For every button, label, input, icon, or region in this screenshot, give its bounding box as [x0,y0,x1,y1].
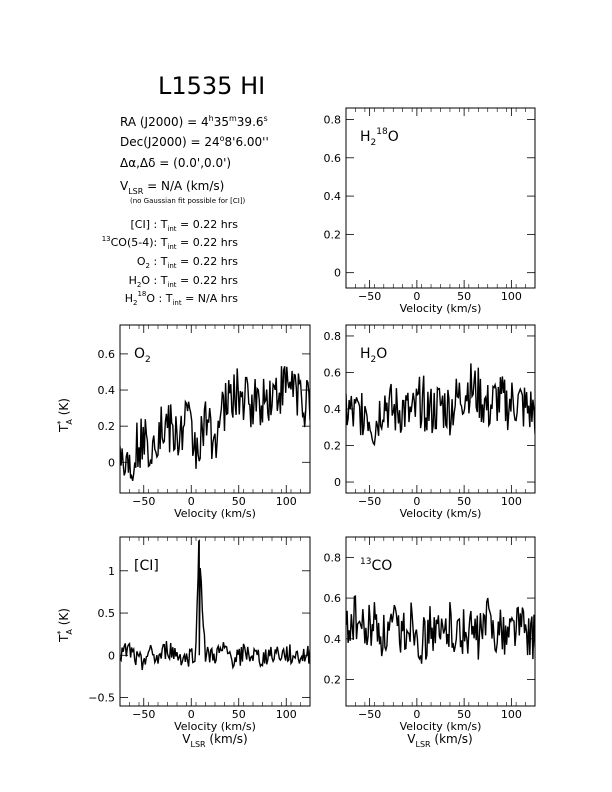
y-tick-label: 0.2 [324,228,342,241]
x-tick-label: 50 [232,495,246,508]
species-label: O2 [134,346,151,365]
tint-lines: [CI] : Tint = 0.22 hrs 13CO(5-4): Tint =… [102,218,239,307]
panel-h2o: −50 0 50 100 0 0.2 0.4 0.6 0.8 Velocity (km/s) H2O [324,324,536,520]
dec-line: Dec(J2000) = 24o8'6.00'' [120,134,269,149]
x-tick-label: 50 [232,708,246,721]
species-label: 13CO [360,557,392,574]
figure-title: L1535 HI [158,72,265,100]
panel-h218o: −50 0 50 100 0 0.2 0.4 0.6 0.8 Velocity (km/s) H21… [324,107,536,315]
x-tick-label: −50 [358,290,381,303]
vlsr-line: VLSR = N/A (km/s) [120,179,224,196]
x-tick-label: 0 [413,495,420,508]
y-tick-label: 0.2 [324,674,342,687]
x-tick-label: 0 [188,495,195,508]
spectrum-line [346,363,535,447]
x-axis-label: Velocity (km/s) [400,507,482,520]
x-axis-label-2: VLSR (km/s) [182,732,247,749]
y-tick-label: 0.8 [324,551,342,564]
x-tick-label: 100 [501,708,522,721]
y-tick-label: 1 [108,565,115,578]
y-tick-label: 0.4 [324,190,342,203]
x-tick-label: 100 [501,290,522,303]
y-tick-label: 0.8 [324,330,342,343]
x-axis-label: Velocity (km/s) [174,507,256,520]
tint-line-o2: O2 : Tint = 0.22 hrs [137,255,238,270]
y-tick-label: 0.4 [324,633,342,646]
y-tick-label: 0.5 [98,607,116,620]
x-axis-label: Velocity (km/s) [400,302,482,315]
y-tick-label: 0 [108,456,115,469]
x-tick-label: −50 [358,708,381,721]
y-tick-label: 0.6 [324,152,342,165]
species-label: H218O [360,127,399,148]
spectrum-line [346,595,535,664]
tint-line-h2o: H2O : Tint = 0.22 hrs [129,274,239,289]
y-tick-label: 0.6 [98,348,116,361]
y-tick-label: 0 [334,267,341,280]
spectrum-line [120,539,310,671]
x-tick-label: −50 [132,495,155,508]
y-tick-label: 0.6 [324,592,342,605]
spectrum-line [120,366,310,481]
plot-frame [345,107,536,289]
ra-line: RA (J2000) = 4h35m39.6s [120,114,268,129]
info-block: RA (J2000) = 4h35m39.6s Dec(J2000) = 24o… [120,114,269,205]
panel-13co: −50 0 50 100 0.2 0.4 0.6 0.8 Velocity (km/s)VLSR… [324,536,536,749]
panel-o2: −50 0 50 100 0 0.2 0.4 0.6 Velocity (km/s) T*A (K… [56,324,311,520]
x-axis-label: Velocity (km/s) [400,720,482,733]
species-label: [CI] [134,558,159,574]
x-tick-label: 0 [413,290,420,303]
y-tick-label: 0.8 [324,113,342,126]
tint-line-ci: [CI] : Tint = 0.22 hrs [130,218,238,233]
x-tick-label: 100 [276,708,297,721]
y-tick-label: −0.5 [88,692,115,705]
x-axis-label-2: VLSR (km/s) [407,732,472,749]
x-tick-label: 100 [501,495,522,508]
x-tick-label: −50 [132,708,155,721]
x-tick-label: 50 [457,708,471,721]
y-tick-label: 0.4 [98,384,116,397]
x-tick-label: 50 [457,290,471,303]
tint-line-13co: 13CO(5-4): Tint = 0.22 hrs [102,235,239,251]
x-axis-label: Velocity (km/s) [174,720,256,733]
y-tick-label: 0 [334,476,341,489]
x-tick-label: 0 [413,708,420,721]
y-tick-label: 0.6 [324,366,342,379]
species-label: H2O [360,346,387,365]
y-tick-label: 0.2 [324,440,342,453]
y-tick-label: 0.4 [324,403,342,416]
x-tick-label: −50 [358,495,381,508]
y-axis-label: T*A (K) [56,398,74,433]
offset-line: Δα,Δδ = (0.0',0.0') [120,156,231,170]
y-axis-label: T*A (K) [56,608,74,643]
y-tick-label: 0 [108,649,115,662]
panel-ci: −50 0 50 100 −0.5 0 0.5 1 Velocity (km/s)VLSR (k… [56,536,311,749]
tint-line-h218o: H218O : Tint = N/A hrs [125,290,239,307]
plot-frame [119,324,311,494]
x-tick-label: 0 [188,708,195,721]
y-tick-label: 0.2 [98,420,116,433]
fit-note: (no Gaussian fit possible for [CI]) [130,197,246,205]
x-tick-label: 50 [457,495,471,508]
x-tick-label: 100 [276,495,297,508]
